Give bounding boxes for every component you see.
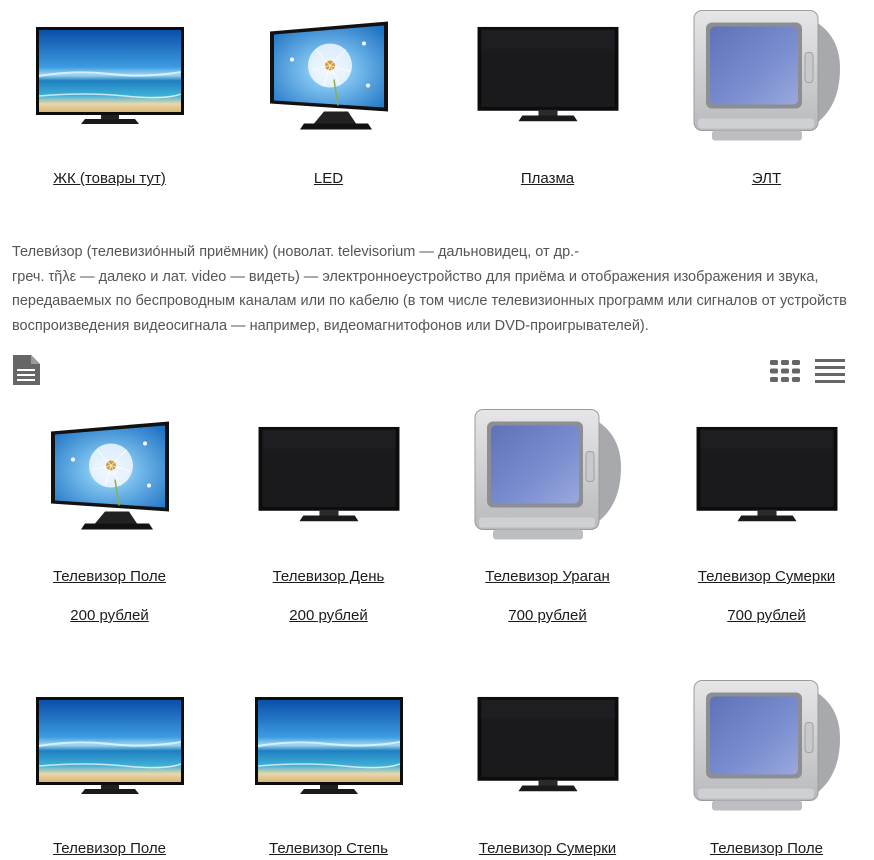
product-card: Телевизор День 200 рублей [219,400,438,640]
description-line: воспроизведения видеосигнала — например,… [12,317,649,334]
tv-image[interactable] [35,26,185,126]
product-card: Телевизор Поле 200 рублей [0,400,219,640]
product-name-link[interactable]: Телевизор Сумерки [478,840,617,857]
tv-image[interactable] [692,8,842,144]
tv-image[interactable] [473,26,623,126]
tv-image[interactable] [254,426,404,526]
product-name-link[interactable]: Телевизор Поле [709,840,824,857]
product-card: Телевизор Сумерки 700 рублей [657,400,874,640]
product-card: Телевизор Ураган 700 рублей [438,400,657,640]
list-view-icon[interactable] [815,359,845,383]
tv-image[interactable] [473,696,623,796]
product-name-link[interactable]: Телевизор Сумерки [697,568,836,585]
category-link[interactable]: ЭЛТ [751,170,782,187]
category-card: ЖК (товары тут) [0,0,219,200]
product-price[interactable]: 200 рублей [70,607,149,624]
product-name-link[interactable]: Телевизор Поле [52,568,167,585]
category-card: LED [219,0,438,200]
product-name-link[interactable]: Телевизор Ураган [485,568,610,585]
category-grid: ЖК (товары тут) LED Плазма [0,0,874,200]
tv-image[interactable] [45,418,175,536]
product-card: Телевизор Сумерки [438,670,657,860]
tv-image[interactable] [254,696,404,796]
document-icon[interactable] [12,354,41,386]
product-name-link[interactable]: Телевизор Степь [269,840,388,857]
category-link[interactable]: Плазма [520,170,575,187]
product-name-link[interactable]: Телевизор День [272,568,385,585]
description-line: передаваемых по беспроводным каналам или… [12,293,847,309]
tv-image[interactable] [35,696,185,796]
description-text: Телеви́зор (телевизио́нный приёмник) (но… [12,240,862,338]
tv-image[interactable] [473,406,623,544]
description-line: Телеви́зор (телевизио́нный приёмник) (но… [12,244,580,260]
product-grid: Телевизор Поле Телевизор Степь Телевизор… [0,670,874,860]
product-name-link[interactable]: Телевизор Поле [52,840,167,857]
product-card: Телевизор Поле [657,670,874,860]
product-price[interactable]: 700 рублей [727,607,806,624]
product-price[interactable]: 700 рублей [508,607,587,624]
tv-image[interactable] [692,678,842,814]
description-line: греч. τῆλε — далеко и лат. video — видет… [12,268,819,285]
category-link[interactable]: ЖК (товары тут) [53,170,166,187]
tv-image[interactable] [692,426,842,526]
grid-view-icon[interactable] [770,360,800,382]
category-card: Плазма [438,0,657,200]
tv-image[interactable] [264,18,394,136]
product-card: Телевизор Поле [0,670,219,860]
category-link[interactable]: LED [313,170,344,187]
product-grid: Телевизор Поле 200 рублей Телевизор День 2… [0,400,874,640]
product-card: Телевизор Степь [219,670,438,860]
category-card: ЭЛТ [657,0,874,200]
product-price[interactable]: 200 рублей [289,607,368,624]
